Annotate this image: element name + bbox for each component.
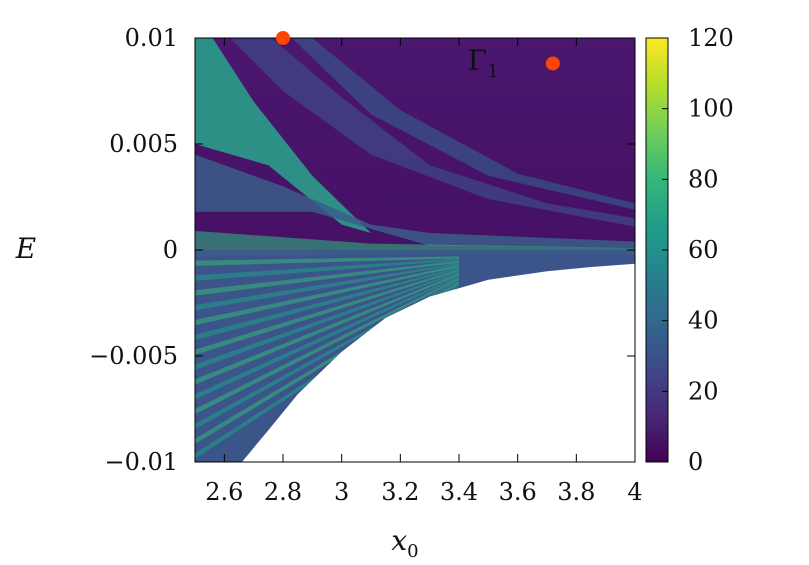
lower-streak	[195, 260, 459, 296]
x-axis: 2.6 2.8 3 3.2 3.4 3.6 3.8 4	[205, 38, 643, 506]
x-tick-label: 3.8	[557, 478, 595, 506]
lower-streak	[195, 262, 459, 311]
lower-streak	[195, 264, 459, 326]
lower-streak	[195, 275, 459, 400]
lower-streak	[195, 258, 459, 281]
y-axis-label: E	[15, 232, 36, 265]
x-axis-label: x0	[391, 524, 418, 562]
data-point	[545, 56, 560, 71]
y-tick-label: 0.005	[109, 130, 178, 158]
heatmap-bands	[195, 38, 635, 462]
y-tick-label: −0.005	[89, 342, 178, 370]
colorbar-tick-label: 100	[688, 95, 734, 123]
colorbar-tick-label: 60	[688, 236, 719, 264]
x-tick-label: 3.6	[499, 478, 537, 506]
y-axis: 0.01 0.005 0 −0.005 −0.01	[89, 24, 635, 476]
x-tick-label: 3	[334, 478, 349, 506]
lower-streak	[195, 277, 459, 415]
colorbar-tick-label: 0	[688, 448, 703, 476]
colorbar-tick-label: 20	[688, 377, 719, 405]
x-tick-label: 3.2	[381, 478, 419, 506]
lower-streak	[195, 271, 459, 370]
marked-points	[276, 31, 560, 71]
band-indigo	[230, 38, 635, 227]
lower-streak	[195, 267, 459, 341]
gamma-annotation: Γ1	[468, 44, 499, 82]
y-tick-label: −0.01	[104, 448, 178, 476]
y-tick-label: 0	[163, 236, 178, 264]
colorbar: 0 20 40 60 80 100 120	[645, 24, 734, 476]
band-thin	[291, 38, 635, 210]
x-tick-label: 2.8	[264, 478, 302, 506]
lower-streak	[195, 269, 459, 355]
lower-streak	[195, 273, 459, 385]
colorbar-tick-label: 80	[688, 165, 719, 193]
x-tick-label: 4	[627, 478, 642, 506]
lower-streak	[195, 256, 459, 266]
x-tick-label: 2.6	[205, 478, 243, 506]
unbound-region	[195, 263, 635, 462]
colorbar-tick-label: 40	[688, 307, 719, 335]
plot-area	[195, 38, 635, 462]
y-tick-label: 0.01	[125, 24, 178, 52]
colorbar-ticks: 0 20 40 60 80 100 120	[662, 24, 734, 476]
band-blue	[195, 154, 635, 248]
x-tick-label: 3.4	[440, 478, 478, 506]
data-point	[276, 31, 290, 45]
colorbar-tick-label: 120	[688, 24, 734, 52]
band-teal	[195, 38, 371, 233]
band-lower	[195, 250, 635, 462]
